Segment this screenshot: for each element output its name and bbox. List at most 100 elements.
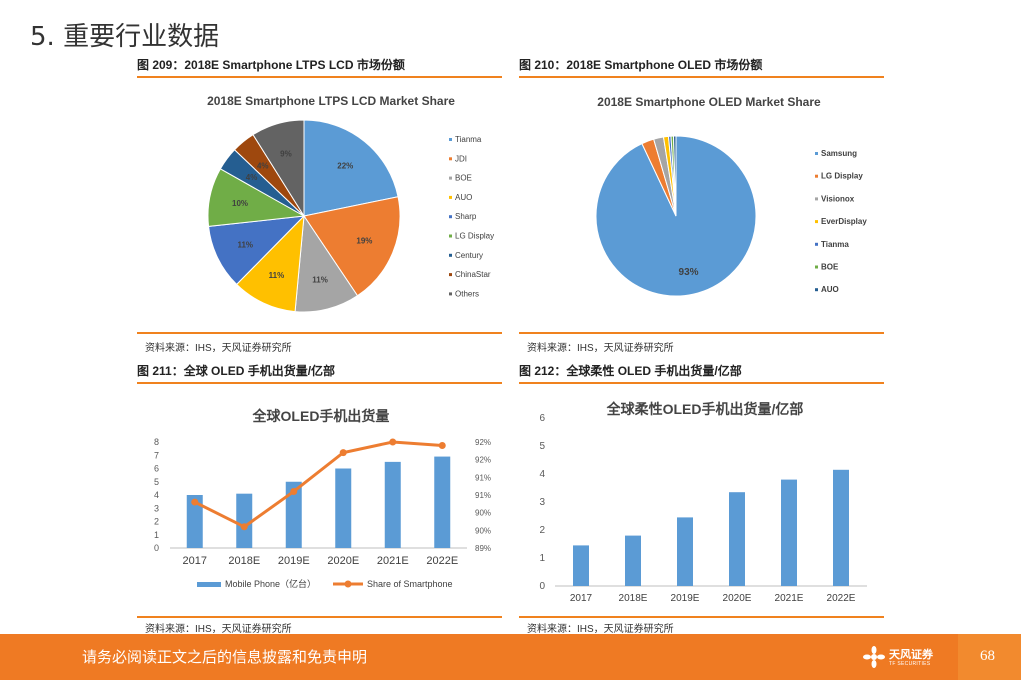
source-note: 资料来源：IHS，天风证券研究所 [145, 624, 292, 635]
data-label: 11% [312, 275, 328, 284]
caption-divider [137, 382, 502, 384]
legend-marker-point [344, 580, 352, 588]
legend-marker [449, 176, 452, 180]
legend-marker [815, 197, 818, 201]
legend-label: AUO [821, 285, 839, 294]
legend-marker [815, 242, 818, 246]
y-tick-label: 6 [154, 464, 159, 474]
y-tick-label: 5 [154, 477, 159, 487]
y-tick-label: 2 [154, 517, 159, 527]
pie-slice [252, 119, 305, 218]
series-line [194, 440, 443, 529]
figure-caption: 图 210：2018E Smartphone OLED 市场份额 [519, 58, 763, 72]
data-label: 9% [280, 149, 292, 158]
x-tick-label: 2018E [619, 593, 648, 604]
bar [434, 456, 451, 548]
legend-label: JDI [455, 154, 467, 163]
pie-chart-oled: 2018E Smartphone OLED Market Share 93% Sam… [595, 95, 867, 297]
legend-marker [815, 265, 818, 269]
legend-label: Mobile Phone（亿台） [225, 578, 316, 589]
y2-tick-label: 89% [475, 544, 491, 553]
pie-slice [208, 215, 306, 286]
page-number-box [958, 634, 1021, 680]
source-divider [519, 616, 884, 618]
panel-flexible-oled-shipments: 图 212：全球柔性 OLED 手机出货量/亿部 全球柔性OLED手机出货量/亿… [519, 362, 884, 635]
y-tick-label: 5 [539, 441, 545, 452]
y2-tick-label: 91% [475, 491, 491, 500]
source-note: 资料来源：IHS，天风证券研究所 [527, 624, 674, 635]
y2-tick-label: 90% [475, 526, 491, 535]
x-tick-label: 2021E [775, 593, 804, 604]
x-tick-label: 2022E [827, 593, 856, 604]
y-tick-label: 0 [154, 543, 159, 553]
legend-label: LG Display [821, 172, 863, 181]
panel-oled-share: 图 210：2018E Smartphone OLED 市场份额 2018E S… [519, 56, 884, 354]
y-tick-label: 1 [154, 530, 159, 540]
bar [573, 545, 589, 586]
figure-caption: 图 209：2018E Smartphone LTPS LCD 市场份额 [137, 58, 405, 72]
pie-slice [303, 119, 399, 217]
x-tick-label: 2019E [278, 555, 310, 567]
bar [186, 495, 203, 548]
y-tick-label: 2 [539, 525, 545, 536]
tf-flower-icon [863, 646, 885, 668]
legend-marker [449, 273, 452, 277]
legend-marker [815, 288, 818, 292]
y-tick-label: 8 [154, 437, 159, 447]
legend-label: EverDisplay [821, 217, 867, 226]
data-label: 11% [269, 271, 285, 280]
legend-label: ChinaStar [455, 270, 491, 279]
y-tick-label: 0 [539, 581, 545, 592]
y2-tick-label: 92% [475, 456, 491, 465]
legend-label: LG Display [455, 232, 494, 241]
data-label: 93% [679, 267, 699, 278]
logo-name: 天风证券 [889, 649, 933, 661]
legend-label: Visionox [821, 194, 855, 203]
pie-slice [303, 196, 401, 297]
legend-label: Others [455, 289, 479, 298]
figure-caption: 图 212：全球柔性 OLED 手机出货量/亿部 [519, 364, 742, 378]
pie-chart-ltps-lcd: 2018E Smartphone LTPS LCD Market Share 22… [207, 94, 494, 313]
pie-slice [235, 214, 305, 313]
x-tick-label: 2019E [671, 593, 700, 604]
line-point [339, 449, 347, 457]
y-tick-label: 4 [154, 490, 159, 500]
line-point [389, 438, 397, 446]
legend-label: BOE [821, 263, 839, 272]
chart-title: 全球OLED手机出货量 [252, 408, 390, 424]
chart-title: 2018E Smartphone LTPS LCD Market Share [207, 94, 455, 108]
logo-subtitle: TF SECURITIES [889, 661, 931, 667]
bar [833, 469, 849, 586]
legend-label: Sharp [455, 212, 477, 221]
company-logo: 天风证券 TF SECURITIES [862, 643, 942, 673]
line-point [240, 523, 248, 531]
legend-marker [449, 215, 452, 219]
legend-label: Tianma [455, 135, 482, 144]
legend-marker [449, 138, 452, 141]
legend-marker [449, 234, 452, 238]
line-point [191, 498, 199, 506]
legend-marker [449, 195, 452, 199]
legend-label: BOE [455, 174, 472, 183]
bar [625, 535, 641, 586]
figure-caption: 图 211：全球 OLED 手机出货量/亿部 [137, 364, 336, 378]
bar [384, 461, 401, 548]
legend-marker [815, 152, 818, 155]
data-label: 4% [257, 161, 269, 170]
caption-divider [519, 382, 884, 384]
legend-label: Century [455, 251, 483, 260]
bar [285, 481, 302, 548]
source-divider [137, 616, 502, 618]
x-tick-label: 2022E [426, 555, 458, 567]
line-point [438, 442, 446, 450]
bar-chart-flexible-oled: 全球柔性OLED手机出货量/亿部 0 1 2 3 4 5 6 2017 2018E 2019E 202… [539, 401, 867, 604]
x-tick-label: 2020E [327, 555, 359, 567]
bar [729, 492, 745, 586]
legend-marker [449, 292, 452, 296]
source-note: 资料来源：IHS，天风证券研究所 [527, 343, 674, 354]
source-divider [519, 332, 884, 334]
data-label: 4% [246, 173, 258, 182]
y-tick-label: 3 [154, 503, 159, 513]
x-tick-label: 2020E [723, 593, 752, 604]
disclaimer-text: 请务必阅读正文之后的信息披露和免责申明 [82, 648, 368, 666]
